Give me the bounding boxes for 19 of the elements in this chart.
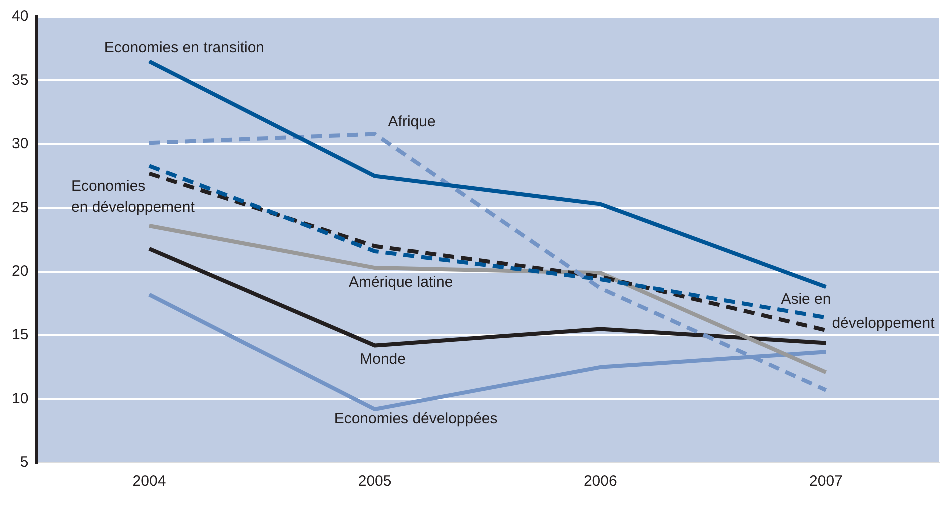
series-label: Economies développées	[334, 410, 498, 428]
y-tick-label: 30	[12, 136, 29, 153]
y-tick-label: 10	[12, 390, 29, 408]
y-tick-label: 25	[12, 199, 29, 216]
y-tick-label: 5	[20, 454, 29, 472]
series-label: Economies en développement	[71, 178, 196, 216]
series-label: Amérique latine	[348, 274, 454, 292]
x-tick-label: 2004	[132, 473, 166, 490]
x-tick-label: 2005	[358, 473, 392, 490]
series-label: Monde	[360, 350, 406, 368]
x-tick-label: 2006	[584, 473, 618, 490]
y-tick-label: 15	[12, 326, 29, 344]
y-tick-label: 20	[12, 263, 29, 280]
series-label: Afrique	[388, 113, 436, 130]
series-label: Economies en transition	[104, 40, 265, 57]
x-tick-label: 2007	[810, 473, 843, 490]
series-label: Asie en développement	[781, 290, 936, 332]
y-tick-label: 35	[12, 72, 29, 89]
y-tick-label: 40	[12, 8, 29, 26]
